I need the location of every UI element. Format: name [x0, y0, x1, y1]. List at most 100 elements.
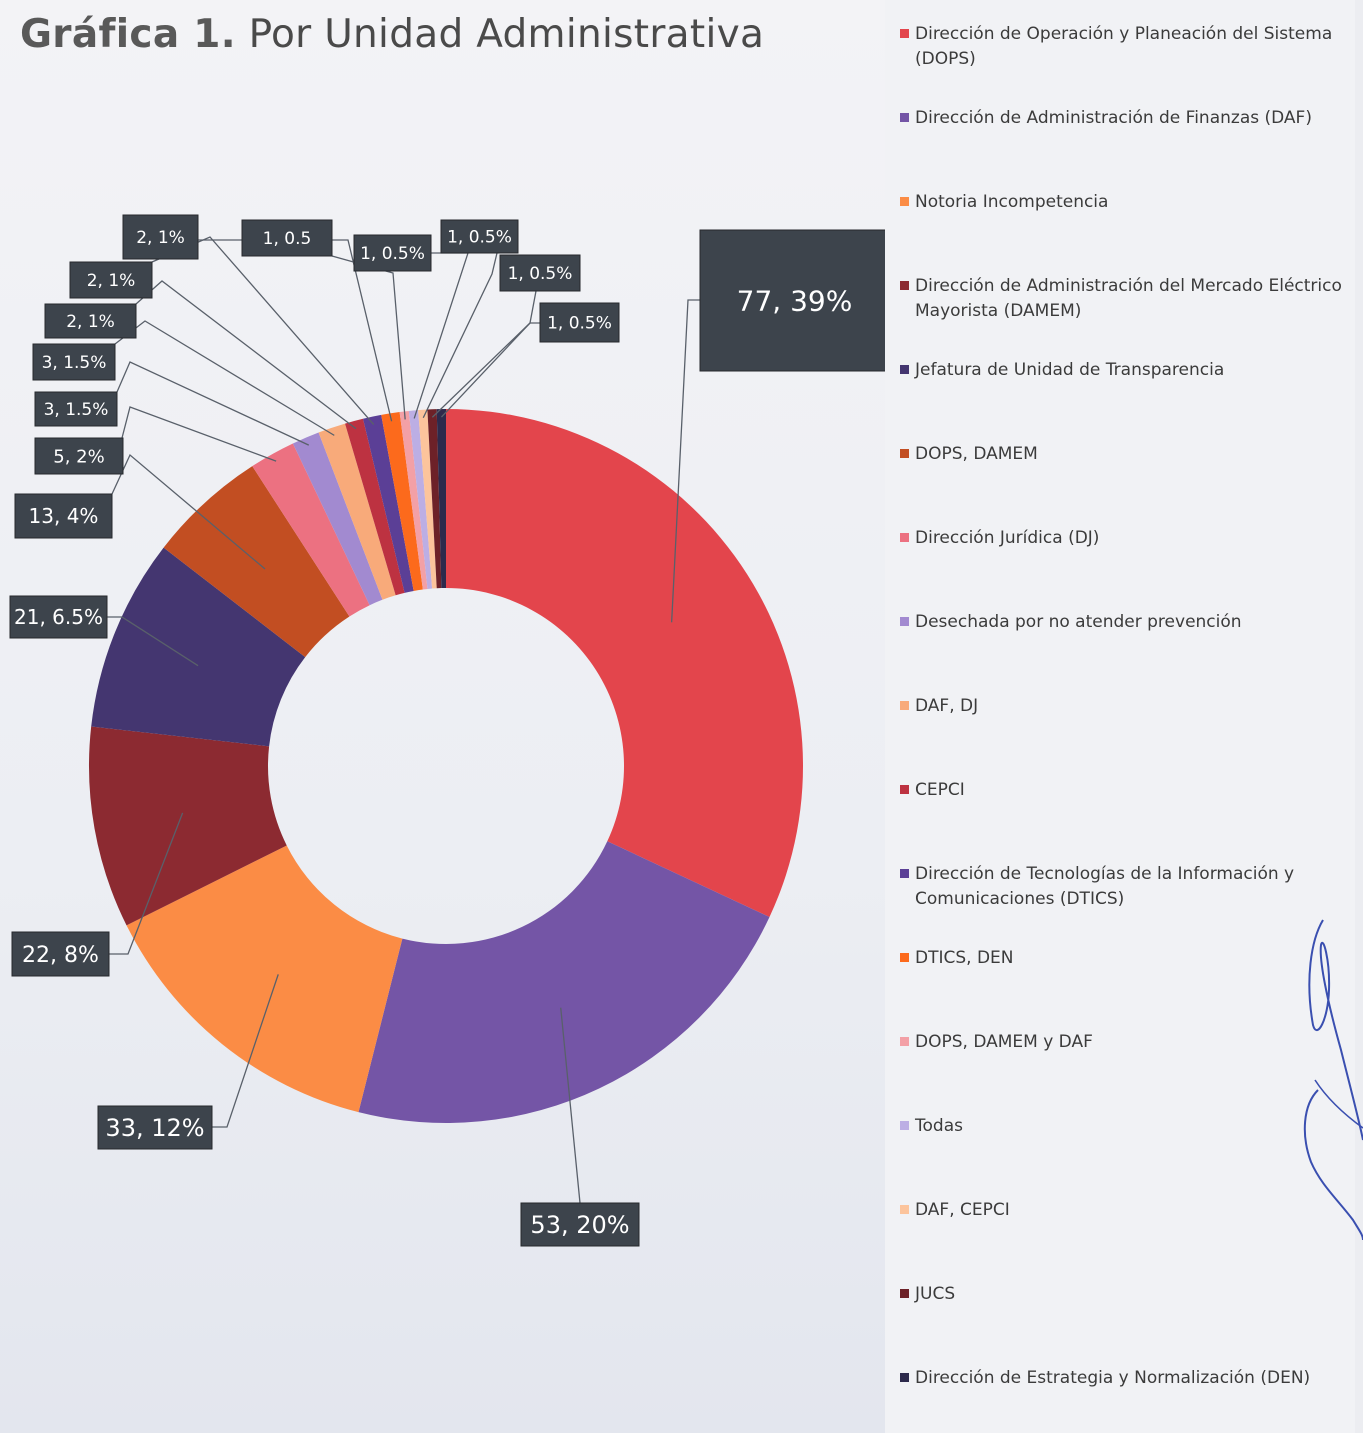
legend-label: Desechada por no atender prevención [915, 612, 1242, 632]
data-label-box [440, 219, 519, 254]
legend-swatch [900, 197, 909, 206]
data-label-text: 1, 0.5% [447, 228, 512, 248]
legend-swatch [900, 113, 909, 122]
data-label-box [32, 343, 116, 381]
legend-swatch [900, 785, 909, 794]
legend-item: DAF, CEPCI [900, 1198, 1345, 1223]
legend-item: CEPCI [900, 778, 1345, 803]
data-label-box [699, 229, 885, 372]
legend-swatch [900, 533, 909, 542]
legend-item: Dirección de Estrategia y Normalización … [900, 1366, 1345, 1391]
donut-slice [91, 547, 306, 747]
donut-chart: 77, 39% 53, 20% 33, 12% 22, 8% 21, 6.5% 13, 4… [9, 214, 885, 1247]
data-label: 53, 20% [520, 1202, 640, 1247]
legend-label: DAF, DJ [915, 696, 979, 716]
legend-item: Desechada por no atender prevención [900, 610, 1345, 635]
legend-label: Dirección de Estrategia y Normalización … [915, 1368, 1311, 1388]
legend-item: DOPS, DAMEM [900, 442, 1345, 467]
data-label: 22, 8% [11, 931, 110, 977]
data-label: 1, 0.5 [241, 219, 333, 257]
legend-item: DTICS, DEN [900, 946, 1345, 971]
legend-label: DOPS, DAMEM [915, 444, 1038, 464]
leader-line [107, 616, 199, 667]
legend-label: CEPCI [915, 780, 965, 800]
legend-label: Notoria Incompetencia [915, 192, 1109, 212]
data-label-text: 5, 2% [53, 446, 104, 467]
chart-title-number: Gráfica 1. [20, 12, 236, 57]
legend-swatch [900, 1121, 909, 1130]
data-label-text: 53, 20% [530, 1211, 629, 1239]
donut-slice [399, 410, 428, 590]
data-label: 2, 1% [122, 214, 199, 260]
data-label-text: 33, 12% [105, 1114, 204, 1142]
legend-label: Dirección de Administración de Finanzas … [915, 108, 1312, 128]
data-label-box [34, 391, 118, 427]
chart-area: Gráfica 1. Por Unidad Administrativa 77,… [0, 0, 885, 1433]
data-label: 1, 0.5% [353, 234, 432, 272]
data-label: 5, 2% [34, 437, 124, 475]
data-label-text: 1, 0.5% [508, 264, 573, 284]
data-label-text: 3, 1.5% [42, 353, 107, 373]
data-label-box [539, 302, 620, 343]
data-label-box [11, 931, 110, 977]
donut-slice [408, 410, 433, 589]
data-label: 1, 0.5% [539, 302, 620, 343]
donut-slice [318, 423, 396, 600]
data-label-box [34, 437, 124, 475]
data-label-text: 1, 0.5% [547, 314, 612, 334]
data-label-text: 77, 39% [737, 285, 853, 318]
leader-line [114, 320, 335, 436]
leader-line [440, 322, 540, 418]
data-label-text: 1, 0.5% [360, 244, 425, 264]
data-label-box [69, 261, 153, 299]
data-label-box [353, 234, 432, 272]
legend-item: Dirección de Operación y Planeación del … [900, 22, 1345, 72]
legend-item: Notoria Incompetencia [900, 190, 1345, 215]
handwritten-signature [1303, 919, 1363, 1241]
data-label-box [97, 1105, 213, 1150]
donut-slice [446, 409, 804, 917]
data-label: 77, 39% [699, 229, 885, 372]
data-label-box [241, 219, 333, 257]
data-label-box [9, 595, 108, 639]
donut-slice [418, 409, 437, 589]
donut-slice [436, 409, 446, 589]
data-label-box [520, 1202, 640, 1247]
leader-line [212, 974, 279, 1128]
legend-item: Dirección de Administración de Finanzas … [900, 106, 1345, 131]
legend-label: DTICS, DEN [915, 948, 1014, 968]
legend-item: Dirección de Tecnologías de la Informaci… [900, 862, 1345, 912]
leader-line [331, 255, 406, 420]
legend-label: JUCS [915, 1284, 956, 1304]
legend-item: JUCS [900, 1282, 1345, 1307]
leader-line [116, 361, 310, 446]
legend-swatch [900, 1373, 909, 1382]
chart-title: Gráfica 1. Por Unidad Administrativa [20, 12, 764, 57]
legend-item: Todas [900, 1114, 1345, 1139]
legend-swatch [900, 953, 909, 962]
data-label: 33, 12% [97, 1105, 213, 1150]
legend-swatch [900, 449, 909, 458]
leader-line [121, 406, 277, 462]
legend-label: Todas [915, 1116, 963, 1136]
legend: Dirección de Operación y Planeación del … [885, 0, 1355, 1433]
data-label-text: 3, 1.5% [44, 400, 109, 420]
legend-swatch [900, 365, 909, 374]
legend-swatch [900, 1205, 909, 1214]
leader-line [560, 1007, 581, 1204]
legend-swatch [900, 281, 909, 290]
donut-slice [381, 412, 423, 591]
data-label: 1, 0.5% [499, 254, 581, 292]
legend-label: DOPS, DAMEM y DAF [915, 1032, 1093, 1052]
data-label: 3, 1.5% [34, 391, 118, 427]
legend-label: DAF, CEPCI [915, 1200, 1010, 1220]
legend-swatch [900, 1037, 909, 1046]
donut-slice [252, 443, 370, 617]
data-label-text: 21, 6.5% [14, 605, 103, 629]
data-label: 13, 4% [14, 493, 113, 539]
legend-swatch [900, 29, 909, 38]
legend-label: Jefatura de Unidad de Transparencia [915, 360, 1225, 380]
data-label-box [44, 303, 137, 339]
legend-item: DAF, DJ [900, 694, 1345, 719]
data-label-text: 2, 1% [87, 271, 136, 291]
